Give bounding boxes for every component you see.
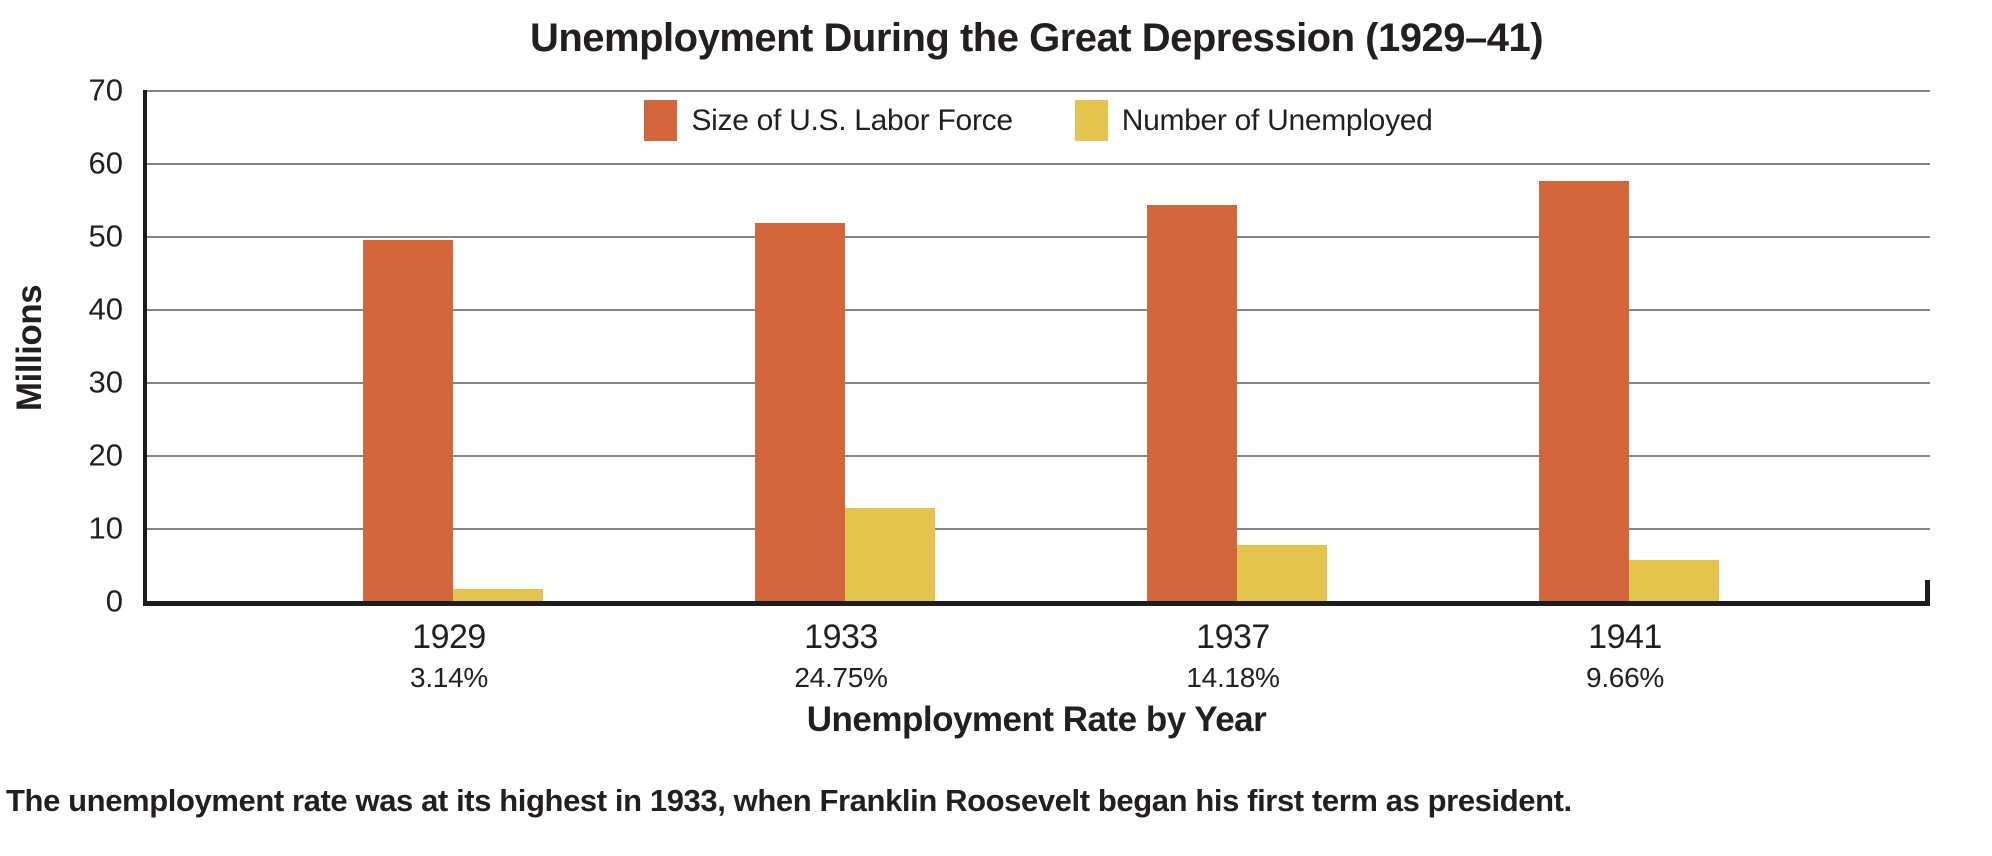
x-rate-1937: 14.18% (1186, 662, 1280, 693)
bar-labor-force-1941 (1539, 181, 1629, 601)
bar-unemployed-1933 (845, 508, 935, 601)
y-tick-10: 10 (88, 510, 123, 546)
x-year-1937: 1937 (1196, 618, 1270, 656)
gridline-20 (147, 455, 1930, 457)
y-axis-tick-labels: 0 10 20 30 40 50 60 70 (0, 75, 131, 617)
gridline-50 (147, 236, 1930, 238)
bar-unemployed-1941 (1629, 560, 1719, 601)
x-year-1929: 1929 (412, 618, 486, 656)
legend-label-unemployed: Number of Unemployed (1121, 103, 1433, 137)
legend-item-labor-force: Size of U.S. Labor Force (644, 100, 1013, 141)
labor-force-swatch-icon (644, 100, 678, 141)
bar-unemployed-1929 (453, 589, 543, 601)
gridline-30 (147, 382, 1930, 384)
gridline-70 (147, 90, 1930, 92)
y-tick-0: 0 (105, 583, 123, 619)
y-tick-30: 30 (88, 364, 123, 400)
chart-title: Unemployment During the Great Depression… (529, 16, 1544, 60)
x-year-1933: 1933 (804, 618, 878, 656)
legend: Size of U.S. Labor Force Number of Unemp… (147, 100, 1930, 141)
y-tick-50: 50 (88, 218, 123, 254)
axis-end-tick (1925, 580, 1930, 601)
bar-unemployed-1937 (1237, 545, 1327, 601)
gridline-60 (147, 163, 1930, 165)
plot-area: Size of U.S. Labor Force Number of Unemp… (143, 90, 1930, 606)
bar-labor-force-1937 (1147, 205, 1237, 601)
x-axis-title: Unemployment Rate by Year (806, 700, 1267, 739)
gridline-40 (147, 309, 1930, 311)
y-tick-20: 20 (88, 437, 123, 473)
caption: The unemployment rate was at its highest… (6, 783, 1572, 818)
gridline-10 (147, 528, 1930, 530)
y-tick-70: 70 (88, 72, 123, 108)
x-rate-1933: 24.75% (794, 662, 888, 693)
x-rate-1941: 9.66% (1586, 662, 1664, 693)
bar-labor-force-1933 (755, 223, 845, 601)
x-rate-1929: 3.14% (410, 662, 488, 693)
y-tick-40: 40 (88, 291, 123, 327)
x-axis-labels: 1929 3.14% 1933 24.75% 1937 14.18% 1941 9.66% (143, 606, 1930, 716)
legend-label-labor-force: Size of U.S. Labor Force (691, 103, 1013, 137)
legend-item-unemployed: Number of Unemployed (1074, 100, 1433, 141)
unemployed-swatch-icon (1074, 100, 1108, 141)
bar-labor-force-1929 (363, 240, 453, 601)
y-tick-60: 60 (88, 145, 123, 181)
x-year-1941: 1941 (1588, 618, 1662, 656)
